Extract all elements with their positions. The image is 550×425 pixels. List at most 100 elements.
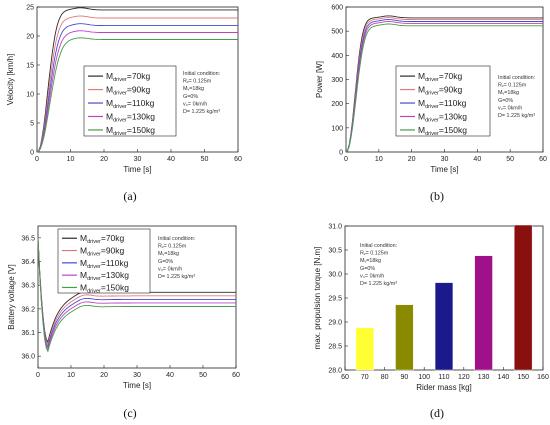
x-tick-label: 110 — [438, 374, 449, 381]
initial-condition-line: G=0% — [183, 94, 198, 100]
x-tick-label: 60 — [232, 372, 240, 379]
y-tick-label: 200 — [331, 101, 343, 108]
x-axis-label: Time [s] — [123, 165, 151, 174]
x-tick-label: 60 — [539, 156, 547, 163]
legend-frame — [395, 65, 491, 137]
x-tick-label: 90 — [401, 374, 409, 381]
y-tick-label: 36.3 — [21, 283, 35, 290]
y-tick-label: 28.0 — [328, 368, 342, 375]
initial-condition-line: Rᵥ= 0.125m — [360, 251, 389, 257]
series-line-150kg — [36, 37, 238, 153]
initial-condition-line: Initial condition: — [183, 71, 220, 77]
x-tick-label: 30 — [441, 156, 449, 163]
y-tick-label: 36.2 — [21, 306, 35, 313]
x-tick-label: 40 — [473, 156, 481, 163]
y-axis-label: Velocity [km/h] — [6, 54, 15, 106]
x-tick-label: 30 — [133, 372, 141, 379]
panel-caption: (a) — [123, 189, 136, 203]
x-tick-label: 30 — [134, 156, 142, 163]
legend-entry: Mdriver=150kg — [418, 125, 467, 137]
series-line-110kg — [36, 23, 238, 153]
y-tick-label: 300 — [331, 77, 343, 84]
panel-caption: (d) — [430, 406, 444, 420]
bar-70kg — [355, 327, 374, 371]
series-line-90kg — [345, 17, 543, 153]
bar-130kg — [474, 255, 493, 371]
x-tick-label: 20 — [100, 372, 108, 379]
y-tick-label: 29.0 — [328, 320, 342, 327]
series-line-150kg — [37, 237, 236, 353]
x-tick-label: 0 — [36, 372, 40, 379]
legend: Mdriver=70kgMdriver=90kgMdriver=110kgMdr… — [395, 65, 491, 137]
initial-condition-line: G=0% — [360, 266, 375, 272]
x-tick-label: 50 — [506, 156, 514, 163]
x-tick-label: 20 — [100, 156, 108, 163]
x-tick-label: 0 — [35, 156, 39, 163]
initial-condition-line: Rᵥ= 0.125m — [183, 79, 212, 85]
x-tick-label: 140 — [498, 374, 510, 381]
x-tick-label: 70 — [361, 374, 369, 381]
x-tick-label: 60 — [341, 374, 349, 381]
x-tick-label: 0 — [344, 156, 348, 163]
legend-entry: Mdriver=70kg — [106, 71, 151, 83]
legend-frame — [57, 228, 151, 294]
x-tick-label: 130 — [478, 374, 490, 381]
legend: Mdriver=70kgMdriver=90kgMdriver=110kgMdr… — [57, 228, 151, 294]
bar-90kg — [395, 304, 414, 371]
initial-condition-line: G=0% — [158, 259, 173, 265]
x-axis-label: Time [s] — [123, 381, 151, 390]
initial-condition-line: D= 1.225 kg/m³ — [498, 113, 535, 119]
legend-entry: Mdriver=90kg — [106, 85, 151, 97]
series-line-130kg — [345, 21, 543, 153]
legend-entry: Mdriver=110kg — [80, 258, 129, 270]
initial-condition-line: D= 1.225 kg/m³ — [360, 281, 397, 287]
series-line-150kg — [345, 23, 543, 153]
bar-110kg — [434, 282, 454, 371]
legend: Mdriver=70kgMdriver=90kgMdriver=110kgMdr… — [83, 65, 177, 137]
series-line-90kg — [37, 237, 236, 346]
y-tick-label: 31.0 — [328, 224, 342, 231]
y-tick-label: 25 — [26, 5, 34, 12]
initial-condition-line: Mᵥ=18kg — [360, 258, 381, 264]
y-axis-label: Power [W] — [315, 61, 324, 98]
legend-entry: Mdriver=150kg — [80, 282, 129, 294]
legend-entry: Mdriver=90kg — [80, 246, 125, 258]
x-tick-label: 80 — [381, 374, 389, 381]
series-line-70kg — [345, 15, 543, 153]
initial-condition-line: Rᵥ= 0.125m — [158, 244, 187, 250]
legend-entry: Mdriver=130kg — [106, 111, 155, 123]
initial-condition-line: D= 1.225 kg/m³ — [158, 274, 195, 280]
initial-condition-line: Mᵥ=18kg — [158, 251, 179, 257]
x-tick-label: 60 — [234, 156, 242, 163]
series-line-110kg — [345, 19, 543, 153]
y-tick-label: 0 — [339, 150, 343, 157]
x-axis-label: Rider mass [kg] — [416, 383, 472, 392]
initial-condition-line: v₀= 0km/h — [183, 101, 207, 107]
y-tick-label: 500 — [331, 29, 343, 36]
y-tick-label: 30.5 — [328, 248, 342, 255]
y-tick-label: 29.5 — [328, 296, 342, 303]
panel-caption: (b) — [430, 189, 444, 203]
initial-condition-line: G=0% — [498, 98, 513, 104]
initial-condition-line: v₀= 0km/h — [158, 266, 182, 272]
series-line-130kg — [37, 237, 236, 351]
x-tick-label: 20 — [408, 156, 416, 163]
y-tick-label: 15 — [26, 63, 34, 70]
y-tick-label: 5 — [30, 121, 34, 128]
x-tick-label: 10 — [67, 372, 75, 379]
x-tick-label: 50 — [201, 156, 209, 163]
y-tick-label: 36.4 — [21, 259, 35, 266]
series-line-130kg — [36, 30, 238, 153]
series-line-70kg — [36, 7, 238, 153]
x-tick-label: 150 — [517, 374, 529, 381]
y-tick-label: 30.0 — [328, 272, 342, 279]
series-line-110kg — [37, 237, 236, 348]
y-tick-label: 28.5 — [328, 344, 342, 351]
y-tick-label: 100 — [331, 125, 343, 132]
x-axis-label: Time [s] — [430, 165, 458, 174]
